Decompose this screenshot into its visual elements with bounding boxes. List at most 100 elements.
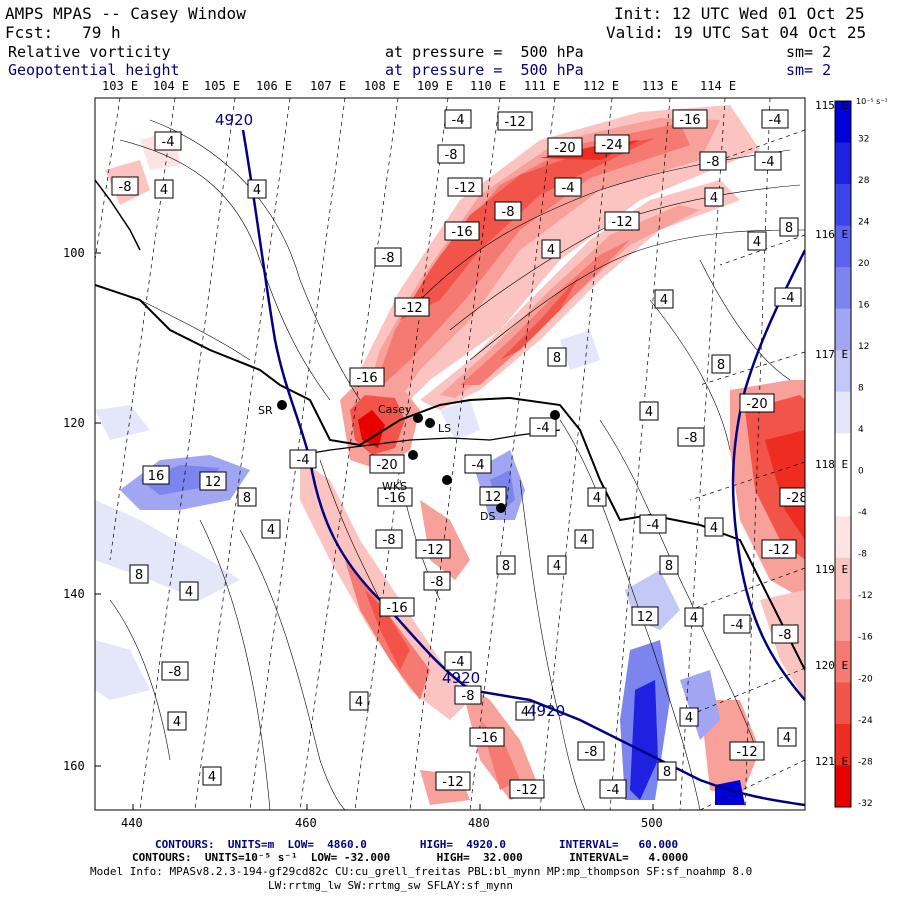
station-label-sr: SR [258, 404, 273, 417]
label-box: -12 [497, 111, 533, 131]
label-box: 8 [496, 555, 516, 575]
axis-ticks [95, 252, 654, 810]
label-box: -4 [774, 287, 802, 307]
label-box: -20 [739, 393, 775, 413]
colorbar-segment [835, 184, 851, 227]
label-box: -4 [289, 449, 317, 469]
label-box: -12 [415, 539, 451, 559]
forecast-hour: Fcst: 79 h [5, 23, 121, 42]
colorbar-label: 8 [858, 384, 864, 394]
negative-vorticity-core-casey [340, 380, 420, 470]
vorticity-labels: -4 -8 4 4 -4 -12 -16 -4 -20 -24 -8 -8 -4… [111, 109, 805, 799]
label-box: -4 [599, 779, 627, 799]
colorbar-segment [835, 101, 851, 144]
colorbar-segment [835, 391, 851, 434]
colorbar-label: 32 [858, 134, 869, 144]
colorbar-frame [834, 100, 852, 808]
x-tick-label: 440 [121, 816, 143, 830]
svg-text:4: 4 [645, 405, 653, 420]
svg-text:-16: -16 [386, 601, 407, 616]
label-box: -8 [111, 176, 139, 196]
label-box: -4 [464, 454, 492, 474]
colorbar-label: -24 [858, 716, 873, 726]
colorbar-segment [835, 474, 851, 517]
svg-text:-8: -8 [119, 180, 132, 195]
label-box: 4 [515, 701, 535, 721]
svg-text:-12: -12 [422, 543, 443, 558]
label-box: -16 [469, 727, 505, 747]
station-marker [496, 503, 506, 513]
svg-text:12: 12 [637, 610, 654, 625]
colorbar-label: -32 [858, 799, 873, 809]
valid-time: Valid: 19 UTC Sat 04 Oct 25 [606, 23, 867, 42]
label-box: 8 [711, 354, 731, 374]
svg-text:-4: -4 [562, 181, 575, 196]
svg-text:-16: -16 [476, 731, 497, 746]
lon-label-top: 110 E [470, 79, 507, 93]
svg-text:4: 4 [355, 695, 363, 710]
colorbar-label: 16 [858, 300, 870, 310]
colorbar-segment [835, 640, 851, 683]
label-box: 8 [547, 347, 567, 367]
label-box: -4 [723, 614, 751, 634]
svg-text:-4: -4 [452, 655, 465, 670]
svg-text:-4: -4 [731, 618, 744, 633]
svg-text:8: 8 [553, 351, 561, 366]
label-box: 4 [202, 766, 222, 786]
label-box: 4 [154, 179, 174, 199]
label-box: -8 [454, 685, 482, 705]
label-box: 8 [129, 564, 149, 584]
negative-vorticity-band-middle [420, 180, 740, 410]
svg-text:-12: -12 [611, 215, 632, 230]
colorbar-segment [835, 308, 851, 351]
svg-text:-4: -4 [769, 113, 782, 128]
field1-smoothing: sm= 2 [786, 43, 832, 61]
svg-text:-12: -12 [768, 543, 789, 558]
station-marker [442, 475, 452, 485]
label-box: 4 [167, 711, 187, 731]
svg-text:-8: -8 [382, 251, 395, 266]
svg-text:-12: -12 [516, 783, 537, 798]
label-box: -12 [761, 539, 797, 559]
label-box: -12 [604, 211, 640, 231]
height-label: 4920 [442, 669, 480, 687]
svg-text:-12: -12 [442, 775, 463, 790]
footer-vorticity-contours: CONTOURS: UNITS=10⁻⁵ s⁻¹ LOW= -32.000 HI… [132, 851, 689, 864]
svg-text:8: 8 [243, 491, 251, 506]
svg-text:12: 12 [205, 475, 222, 490]
station-label-ls: LS [438, 422, 451, 435]
label-box: 8 [779, 217, 799, 237]
chart-title: AMPS MPAS -- Casey Window [5, 4, 246, 23]
svg-text:4: 4 [553, 559, 561, 574]
label-box: -4 [444, 109, 472, 129]
field2-level: at pressure = 500 hPa [385, 61, 584, 79]
station-label-wks: WKS [382, 480, 407, 493]
label-box: -4 [444, 651, 472, 671]
label-box: 4 [574, 529, 594, 549]
colorbar-label: -8 [858, 550, 867, 560]
colorbar-label: -16 [858, 633, 873, 643]
svg-text:-16: -16 [384, 491, 405, 506]
y-tick-label: 140 [63, 587, 85, 601]
height-labels: 4920 4920 4920 [215, 111, 565, 720]
label-box: -16 [379, 597, 415, 617]
field2-smoothing: sm= 2 [786, 61, 832, 79]
lon-label-right: 120 E [815, 659, 849, 672]
label-box: -12 [509, 779, 545, 799]
label-box: -4 [639, 514, 667, 534]
vorticity-contour-lines [109, 119, 805, 810]
label-box: 12 [199, 471, 227, 491]
svg-text:4: 4 [710, 191, 718, 206]
field2-name: Geopotential height [8, 61, 180, 79]
field1-level: at pressure = 500 hPa [385, 43, 584, 61]
lon-label-top: 112 E [583, 79, 620, 93]
station-marker [413, 413, 423, 423]
label-box: 4 [179, 581, 199, 601]
svg-text:-4: -4 [297, 453, 310, 468]
svg-text:8: 8 [785, 221, 793, 236]
svg-text:4: 4 [521, 705, 529, 720]
svg-text:-16: -16 [679, 113, 700, 128]
colorbar-label: 0 [858, 467, 864, 477]
svg-text:-8: -8 [685, 431, 698, 446]
